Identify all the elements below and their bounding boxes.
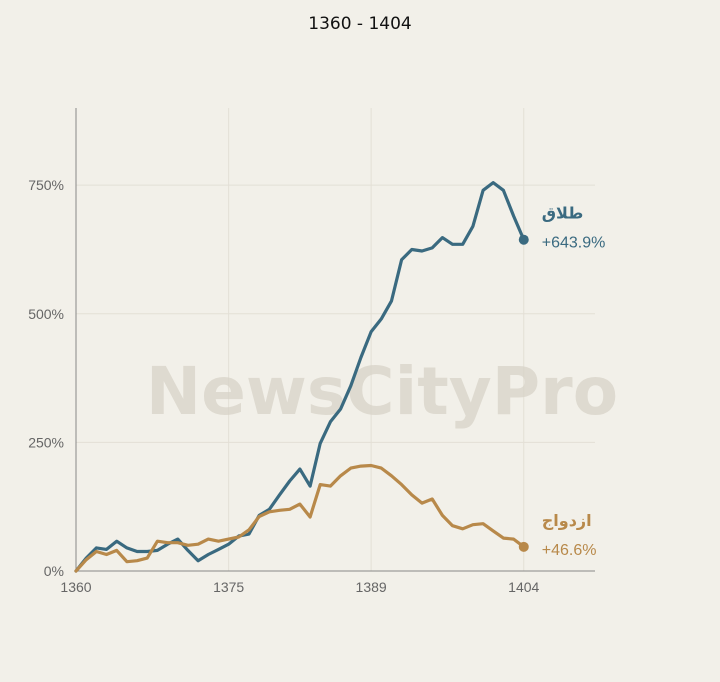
divorce-end-point bbox=[518, 234, 529, 245]
x-tick-label-1: 1375 bbox=[213, 579, 244, 595]
marriage-end-point bbox=[518, 541, 529, 552]
grid bbox=[76, 108, 595, 571]
marriage-series-name: ازدواج bbox=[542, 511, 592, 530]
y-tick-label-1: 250% bbox=[28, 434, 64, 450]
divorce-change-label: +643.9% bbox=[542, 235, 606, 252]
y-tick-label-0: 0% bbox=[44, 563, 64, 579]
watermark-text: NewsCityPro bbox=[146, 353, 618, 430]
x-tick-label-0: 1360 bbox=[60, 579, 91, 595]
marriage-change-label: +46.6% bbox=[542, 542, 597, 559]
series-labels: طلاق +643.9% ازدواج +46.6% bbox=[542, 204, 606, 559]
x-tick-label-2: 1389 bbox=[356, 579, 387, 595]
divorce-series-name: طلاق bbox=[542, 204, 584, 223]
axes: 0% 250% 500% 750% 1360 1375 1389 1404 bbox=[28, 108, 595, 595]
y-tick-label-2: 500% bbox=[28, 306, 64, 322]
marriage-series-line bbox=[74, 463, 526, 573]
series-lines bbox=[74, 181, 529, 573]
y-tick-label-3: 750% bbox=[28, 177, 64, 193]
chart-title: 1360 - 1404 bbox=[308, 14, 411, 34]
x-tick-label-3: 1404 bbox=[508, 579, 539, 595]
